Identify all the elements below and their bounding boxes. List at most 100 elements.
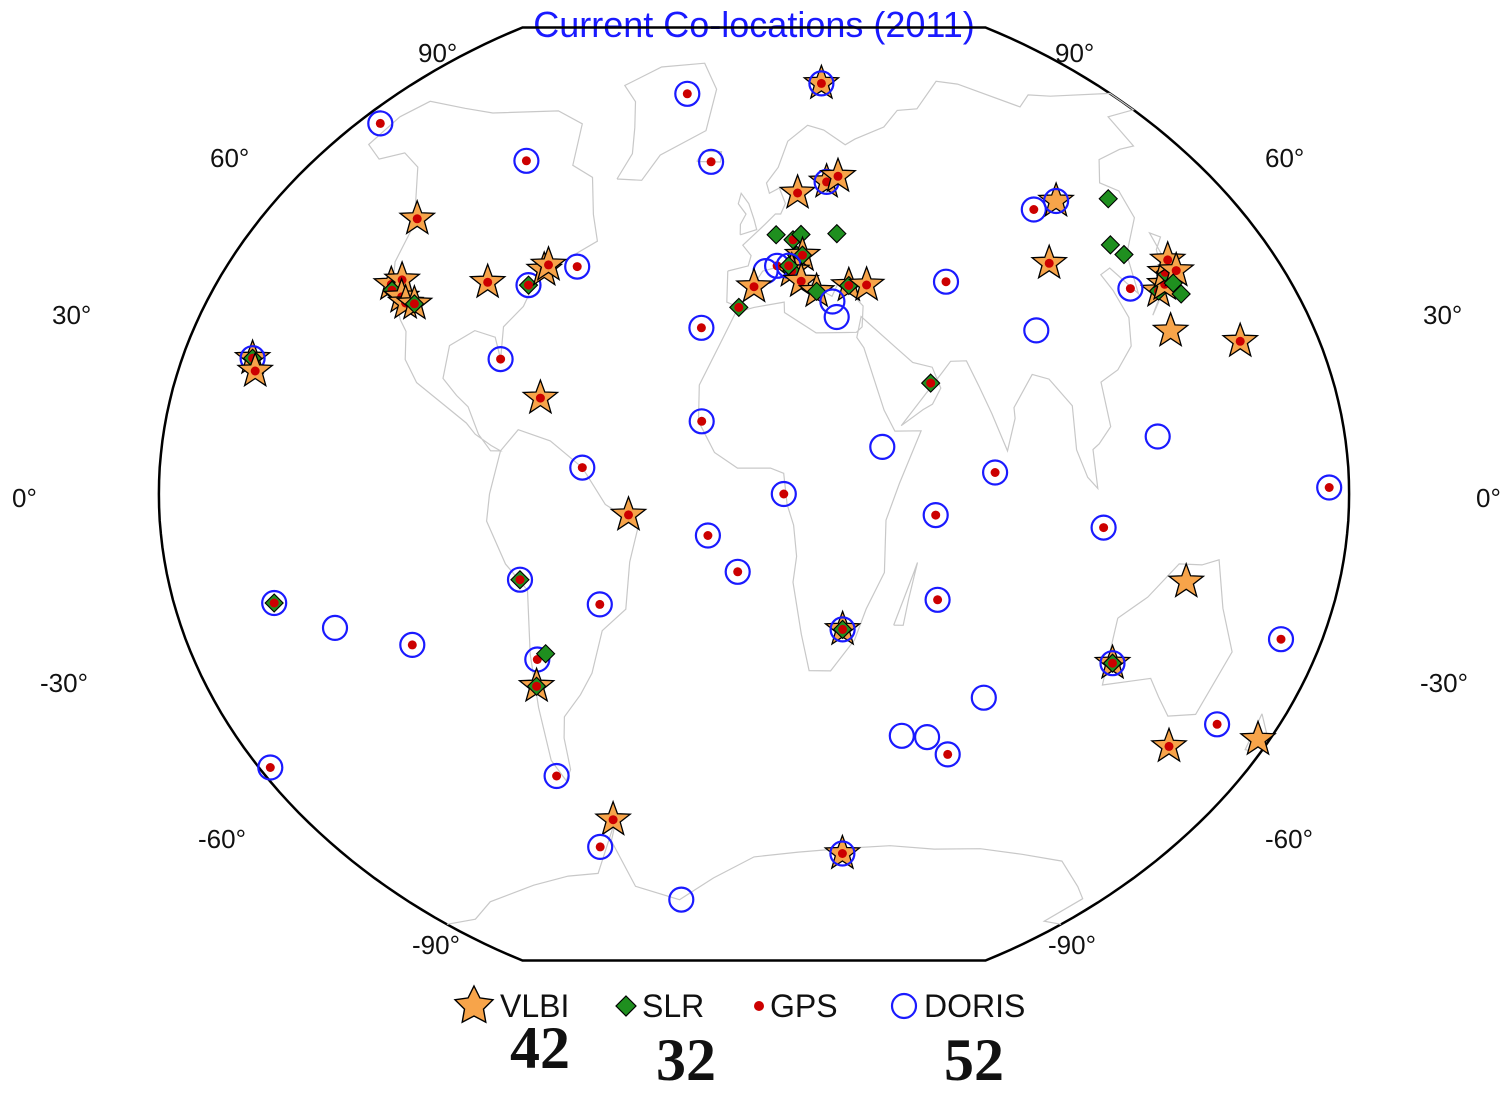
- station-marker: [1221, 321, 1260, 358]
- station-marker: [321, 614, 349, 642]
- gps-dot-icon: [1163, 255, 1173, 265]
- doris-ring-icon: [808, 70, 835, 97]
- slr-diamond-icon: [1163, 273, 1183, 293]
- station-marker: [594, 799, 632, 836]
- gps-dot-icon: [265, 763, 275, 772]
- slr-count: 32: [656, 1027, 716, 1093]
- gps-dot-icon: [838, 624, 848, 634]
- doris-ring-icon: [819, 288, 846, 315]
- station-marker: [1150, 726, 1188, 763]
- station-marker: [1316, 474, 1343, 501]
- station-marker: [668, 886, 695, 913]
- gps-dot-icon: [608, 815, 618, 825]
- doris-ring-icon: [888, 722, 915, 749]
- gps-dot-icon: [696, 323, 706, 333]
- doris-ring-icon: [1144, 423, 1171, 450]
- gps-dot-icon: [524, 280, 533, 290]
- gps-dot-icon: [409, 299, 419, 309]
- station-marker: [694, 522, 722, 549]
- legend-label-slr: SLR: [642, 987, 705, 1024]
- gps-dot-icon: [1108, 658, 1117, 668]
- gps-dot-icon: [844, 281, 854, 290]
- gps-dot-icon: [931, 510, 941, 520]
- doris-ring-icon: [399, 631, 426, 659]
- gps-dot-icon: [697, 416, 707, 426]
- doris-ring-icon: [564, 253, 591, 280]
- station-marker: [543, 762, 570, 790]
- gps-dot-icon: [706, 157, 716, 167]
- station-marker: [724, 558, 751, 585]
- station-marker: [257, 754, 284, 781]
- gps-dot-icon: [798, 250, 807, 260]
- legend-doris: DORIS: [888, 984, 1025, 1028]
- doris-ring-icon: [1099, 650, 1126, 677]
- station-marker: [729, 297, 749, 318]
- latitude-labels: 90° 90° 60° 60° 30° 30° 0° 0° -30° -30° …: [12, 38, 1501, 960]
- station-marker: [399, 631, 426, 659]
- station-marker: [981, 459, 1009, 486]
- lat-label-60-right: 60°: [1265, 143, 1304, 173]
- station-marker: [823, 833, 862, 870]
- gps-dot-icon: [269, 598, 279, 608]
- station-marker: [924, 586, 951, 613]
- doris-ring-icon: [321, 614, 349, 642]
- gps-dot-icon: [1235, 336, 1245, 346]
- gps-dot-icon: [483, 277, 493, 287]
- lat-label-0-right: 0°: [1476, 483, 1501, 513]
- gps-dot-icon: [749, 282, 759, 292]
- station-marker: [913, 723, 941, 751]
- station-marker: [1090, 514, 1117, 541]
- legend-label-vlbi: VLBI: [500, 987, 570, 1024]
- doris-ring-icon: [513, 147, 540, 174]
- station-marker: [1030, 243, 1069, 280]
- lat-label-m30-left: -30°: [40, 668, 88, 698]
- station-marker: [517, 666, 556, 703]
- doris-ring-icon: [829, 616, 856, 643]
- station-marker: [819, 156, 857, 193]
- gps-dot-icon: [941, 277, 951, 287]
- station-marker: [823, 609, 862, 646]
- station-marker: [770, 480, 797, 508]
- station-marker: [1203, 711, 1231, 738]
- lat-label-m90-left: -90°: [412, 930, 460, 960]
- map-frame: [157, 26, 1351, 962]
- station-marker: [697, 148, 725, 175]
- doris-ring-icon: [487, 346, 514, 373]
- doris-ring-icon: [674, 80, 701, 107]
- station-marker: [970, 684, 997, 711]
- station-marker: [1117, 275, 1144, 302]
- gps-dot-icon: [1324, 483, 1334, 492]
- coast-madagascar: [893, 562, 919, 626]
- doris-ring-icon: [1042, 187, 1070, 215]
- lat-label-30-left: 30°: [52, 300, 91, 330]
- station-marker: [819, 288, 846, 315]
- gps-dot-icon: [682, 89, 692, 99]
- station-marker: [1114, 244, 1134, 265]
- legend-slr: SLR: [614, 984, 704, 1028]
- doris-ring-icon: [697, 148, 725, 175]
- station-marker: [1239, 719, 1277, 756]
- doris-ring-icon: [932, 268, 960, 295]
- gps-dot-icon: [733, 567, 743, 577]
- gps-dot-icon: [412, 214, 422, 224]
- doris-ring-icon: [688, 314, 715, 341]
- station-marker: [1167, 561, 1206, 598]
- legend-gps: GPS: [752, 984, 838, 1028]
- doris-count: 52: [944, 1027, 1004, 1093]
- doris-ring-icon: [1316, 474, 1343, 501]
- station-marker: [468, 262, 507, 299]
- gps-dot-icon: [1125, 284, 1135, 294]
- doris-ring-icon: [257, 754, 284, 781]
- station-marker: [535, 643, 556, 664]
- slr-diamond-icon: [1100, 235, 1121, 255]
- slr-diamond-icon: [766, 224, 786, 245]
- station-marker: [782, 261, 821, 298]
- station-marker: [1093, 643, 1132, 680]
- station-marker: [778, 173, 817, 210]
- lat-label-30-right: 30°: [1423, 300, 1462, 330]
- gps-dot-icon: [837, 849, 847, 858]
- station-marker: [802, 63, 841, 100]
- gps-dot-icon: [532, 681, 542, 691]
- coast-britain: [737, 191, 758, 236]
- doris-ring-icon: [913, 723, 941, 751]
